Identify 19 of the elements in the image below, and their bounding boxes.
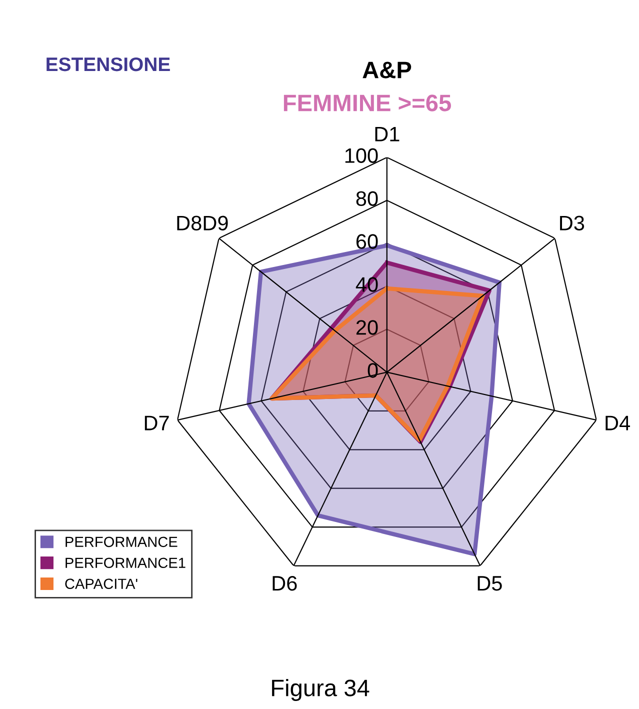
spoke-label: D6 (272, 576, 297, 591)
y-tick-label: 0 (368, 363, 378, 378)
chart-title: A&P (362, 62, 412, 78)
y-tick-label: 100 (345, 148, 378, 163)
y-tick-label: 60 (356, 234, 378, 249)
y-tick-label: 80 (356, 191, 378, 206)
legend-label: CAPACITA' (65, 578, 138, 589)
spoke-label: D7 (144, 416, 169, 430)
spoke-label: D5 (478, 576, 502, 591)
y-tick-label: 20 (356, 320, 378, 335)
spoke-label: D8D9 (177, 216, 228, 230)
spoke-label: D3 (560, 216, 584, 230)
legend-label: PERFORMANCE (66, 536, 178, 548)
chart-subtitle: FEMMINE >=65 (284, 94, 451, 112)
spoke-label: D4 (606, 416, 630, 430)
legend-label: PERFORMANCE1 (66, 558, 186, 568)
text: ESTENSIONE (46, 57, 170, 72)
spoke-label: D1 (375, 126, 400, 142)
text: Figura 34 (272, 678, 370, 702)
